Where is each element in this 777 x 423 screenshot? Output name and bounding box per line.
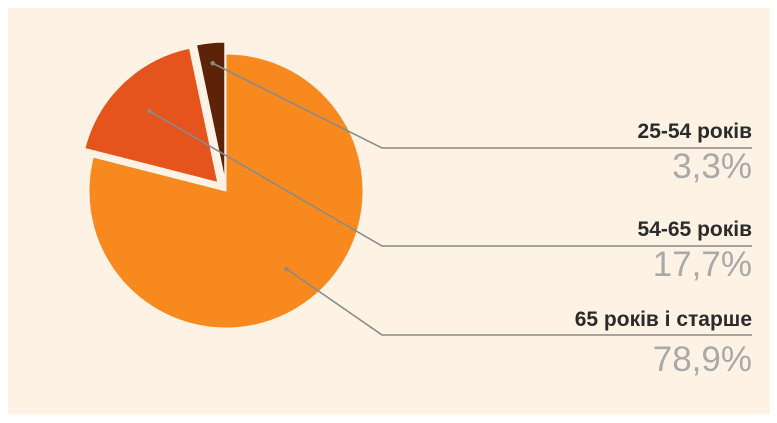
slice-labels: 65 років і старше 78,9% 54-65 років 17,7% 25… <box>575 120 752 379</box>
leader-dot-54-65 <box>147 108 152 114</box>
slice-label-65-plus: 65 років і старше <box>575 308 752 331</box>
pie-slice-54-65 <box>84 47 219 184</box>
pie-slice-65-plus <box>88 53 364 329</box>
leader-lines <box>147 61 752 336</box>
leader-line-65-plus <box>286 268 752 336</box>
slice-value-25-54: 3,3% <box>672 147 752 186</box>
leader-line-25-54 <box>212 62 752 149</box>
pie-slices <box>84 41 364 329</box>
slice-value-65-plus: 78,9% <box>653 340 752 379</box>
slice-value-54-65: 17,7% <box>653 245 752 284</box>
leader-dot-25-54 <box>210 61 215 66</box>
slice-label-54-65: 54-65 років <box>638 218 753 241</box>
pie-slice-25-54 <box>195 41 226 180</box>
leader-line-54-65 <box>149 110 752 247</box>
slice-label-25-54: 25-54 років <box>638 120 753 143</box>
leader-dot-65-plus <box>284 266 289 272</box>
